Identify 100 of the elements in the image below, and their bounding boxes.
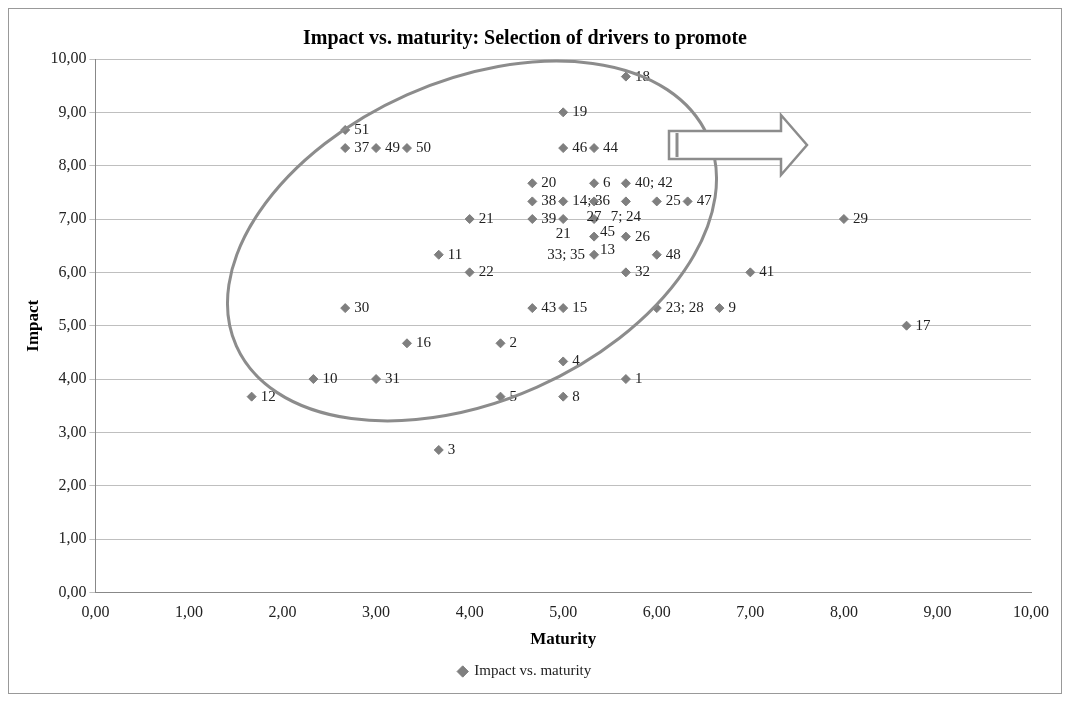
annotation: 49 xyxy=(385,139,401,156)
annotation: 11 xyxy=(447,245,463,262)
point xyxy=(620,267,631,278)
point xyxy=(495,338,506,349)
annotation: 31 xyxy=(385,369,401,386)
y-tick-label: 1,00 xyxy=(58,529,87,547)
point xyxy=(246,391,257,402)
annotation: 4 xyxy=(572,352,581,369)
annotation: 21 xyxy=(555,225,571,242)
point xyxy=(745,267,756,278)
point xyxy=(714,303,725,314)
point xyxy=(527,196,538,207)
y-tick-label: 7,00 xyxy=(58,209,87,227)
x-tick-label: 3,00 xyxy=(362,603,391,621)
point xyxy=(495,391,506,402)
x-tick-label: 8,00 xyxy=(829,603,858,621)
point xyxy=(558,356,569,367)
annotation: 44 xyxy=(603,139,619,156)
annotation: 15 xyxy=(572,299,588,316)
legend-label: Impact vs. maturity xyxy=(474,662,592,679)
point xyxy=(838,214,849,225)
annotation: 30 xyxy=(354,299,370,316)
x-tick-label: 0,00 xyxy=(81,603,110,621)
annotation: 7; 24 xyxy=(610,207,642,224)
x-axis-title: Maturity xyxy=(530,629,597,649)
point xyxy=(464,214,475,225)
y-tick-label: 0,00 xyxy=(58,582,87,600)
chart-title: Impact vs. maturity: Selection of drivers to promote xyxy=(303,26,748,50)
annotation: 16 xyxy=(415,334,432,351)
point xyxy=(527,178,538,189)
point xyxy=(682,196,693,207)
annotation: 51 xyxy=(354,120,370,137)
annotation: 37 xyxy=(354,139,370,156)
y-tick-label: 10,00 xyxy=(50,49,87,67)
y-tick-label: 4,00 xyxy=(58,369,87,387)
annotation: 43 xyxy=(541,299,557,316)
annotation: 9 xyxy=(728,299,736,316)
y-tick-label: 5,00 xyxy=(58,315,87,333)
annotation: 48 xyxy=(665,245,681,262)
x-tick-label: 4,00 xyxy=(455,603,484,621)
annotation: 38 xyxy=(541,192,557,209)
point xyxy=(558,391,569,402)
point xyxy=(433,249,444,260)
x-tick-label: 9,00 xyxy=(923,603,952,621)
annotation: 39 xyxy=(541,209,557,226)
annotation: 14; 36 xyxy=(572,192,611,209)
annotation: 6 xyxy=(603,174,612,191)
point xyxy=(620,178,631,189)
annotation: 29 xyxy=(852,209,868,226)
y-tick-label: 9,00 xyxy=(58,102,87,120)
annotation: 41 xyxy=(759,263,775,280)
y-tick-label: 3,00 xyxy=(58,422,87,440)
point xyxy=(589,143,600,154)
annotation: 21 xyxy=(478,209,494,226)
annotation: 25 xyxy=(665,192,681,209)
point xyxy=(401,338,412,349)
annotation: 19 xyxy=(572,103,588,120)
annotation: 12 xyxy=(260,387,276,404)
point xyxy=(340,143,351,154)
point xyxy=(340,303,351,314)
annotation: 40; 42 xyxy=(634,174,673,191)
y-tick-label: 6,00 xyxy=(58,262,87,280)
point xyxy=(651,196,662,207)
annotation: 20 xyxy=(541,174,557,191)
annotation: 45 xyxy=(600,223,616,240)
point xyxy=(527,303,538,314)
point xyxy=(620,196,631,207)
point xyxy=(651,249,662,260)
annotation: 27 xyxy=(586,207,603,224)
x-tick-label: 2,00 xyxy=(268,603,297,621)
point xyxy=(558,143,569,154)
annotation: 26 xyxy=(634,227,651,244)
annotation: 22 xyxy=(478,263,494,280)
annotation: 50 xyxy=(415,139,431,156)
annotation: 1 xyxy=(634,369,643,386)
annotation: 17 xyxy=(915,316,932,333)
point xyxy=(620,231,631,242)
point xyxy=(558,214,569,225)
point xyxy=(558,196,569,207)
annotation: 2 xyxy=(509,334,518,351)
x-tick-label: 5,00 xyxy=(549,603,578,621)
annotation: 8 xyxy=(572,387,580,404)
point xyxy=(433,444,444,455)
point xyxy=(558,303,569,314)
x-tick-label: 1,00 xyxy=(174,603,203,621)
annotation: 46 xyxy=(572,139,588,156)
annotation: 10 xyxy=(322,369,338,386)
point xyxy=(371,143,382,154)
annotation: 32 xyxy=(634,263,650,280)
point xyxy=(620,374,631,385)
annotation: 13 xyxy=(600,241,616,258)
point xyxy=(558,107,569,118)
point xyxy=(464,267,475,278)
point xyxy=(589,178,600,189)
point xyxy=(371,374,382,385)
point xyxy=(620,71,631,82)
x-tick-label: 7,00 xyxy=(736,603,765,621)
annotation: 3 xyxy=(447,440,456,457)
annotation: 33; 35 xyxy=(547,245,586,262)
point xyxy=(527,214,538,225)
